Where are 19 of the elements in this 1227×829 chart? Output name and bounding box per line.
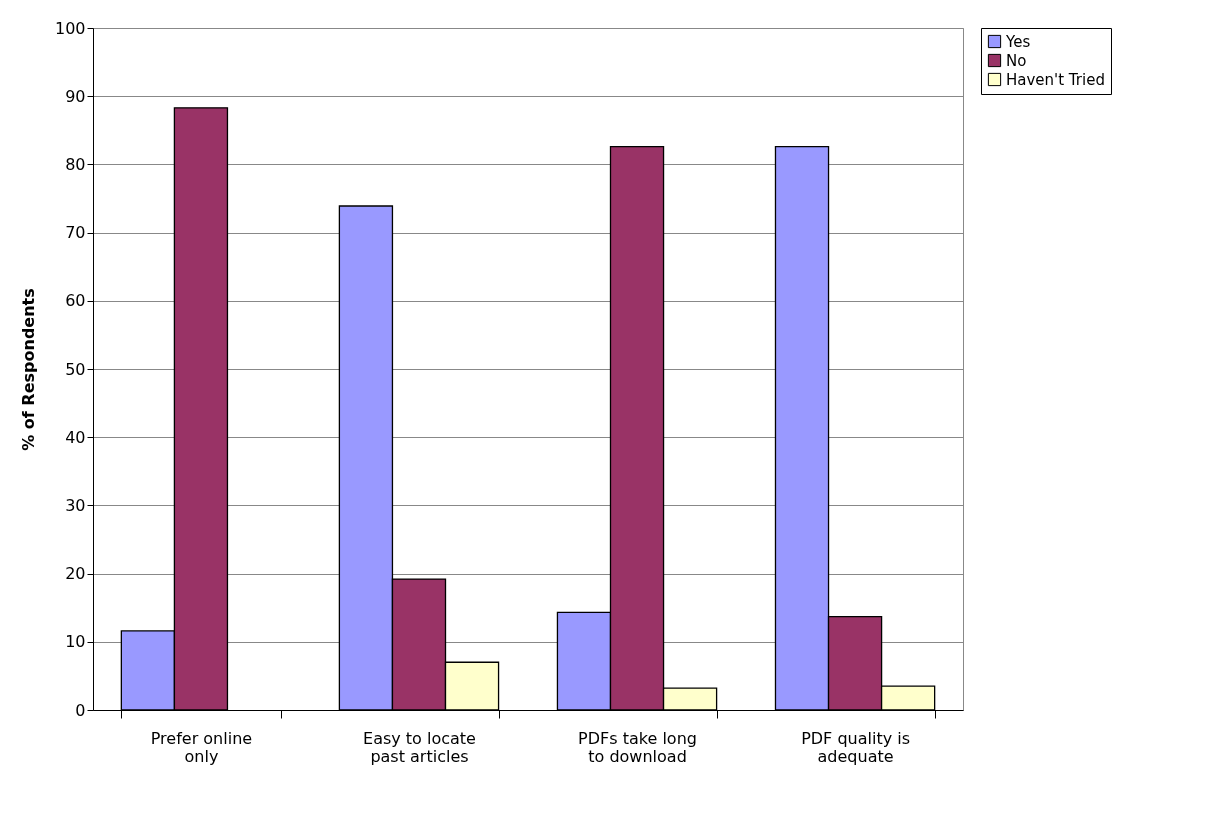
x-tick-label: Prefer online only xyxy=(150,728,253,766)
y-tick-label: 90 xyxy=(65,86,86,106)
legend-label: Yes xyxy=(1005,32,1031,51)
y-axis-title: % of Respondents xyxy=(18,288,38,451)
x-tick-label: Easy to locate past articles xyxy=(363,728,476,766)
legend-label: No xyxy=(1006,51,1027,70)
y-tick-label: 70 xyxy=(65,223,86,243)
y-tick-label: 20 xyxy=(65,564,86,584)
y-tick-label: 50 xyxy=(65,359,86,379)
y-tick-label: 100 xyxy=(54,18,86,38)
legend-label: Haven't Tried xyxy=(1006,70,1105,89)
x-tick-label: PDFs take long to download xyxy=(578,728,697,766)
y-tick-label: 10 xyxy=(65,632,86,652)
x-tick-label: PDF quality is adequate xyxy=(801,728,910,766)
y-tick-label: 40 xyxy=(65,427,86,447)
y-tick-label: 60 xyxy=(65,291,86,311)
y-tick-label: 30 xyxy=(65,495,86,515)
y-tick-label: 80 xyxy=(65,154,86,174)
y-tick-label: 0 xyxy=(75,700,86,720)
